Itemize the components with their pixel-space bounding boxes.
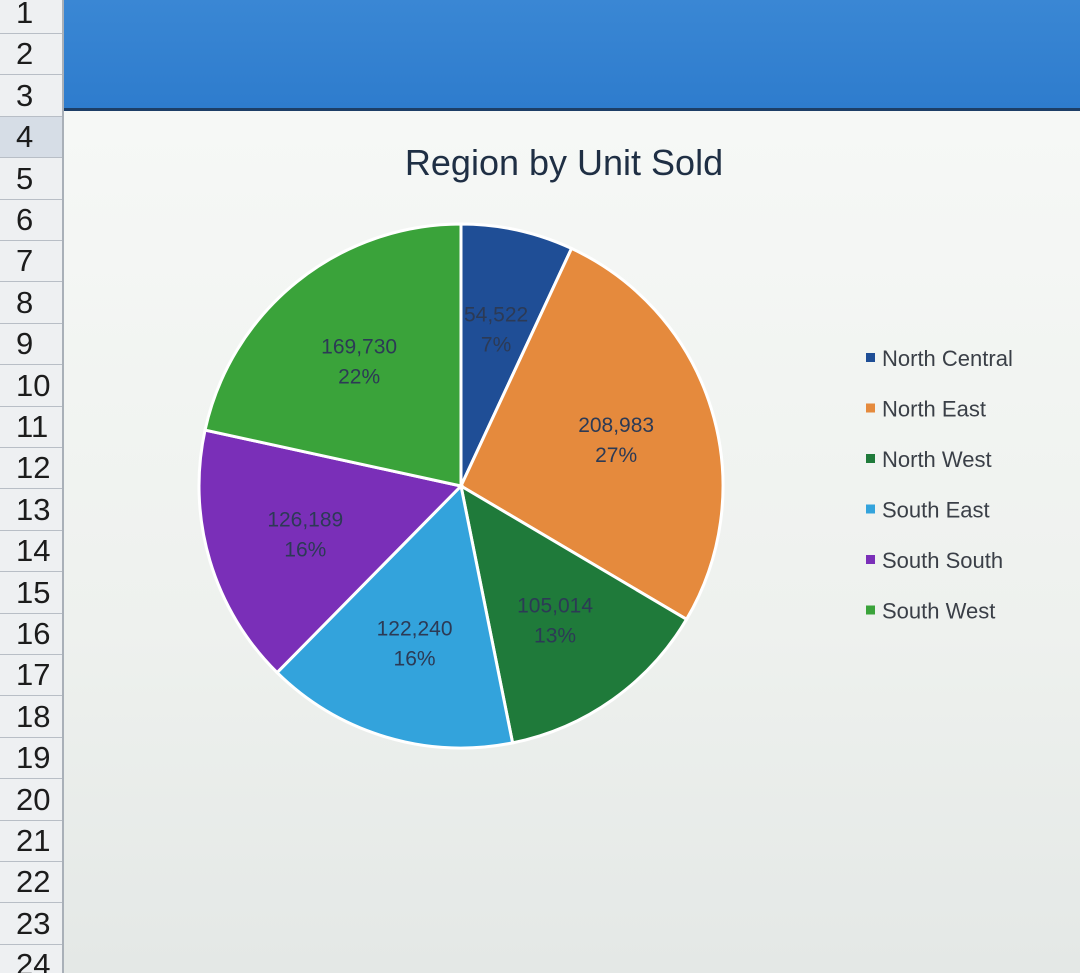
data-label-percent-north-west: 13% [534,624,576,647]
row-header-17[interactable]: 17 [0,655,62,697]
row-header-9[interactable]: 9 [0,324,62,366]
legend-label-north-central: North Central [882,346,1013,371]
row-header-23[interactable]: 23 [0,904,62,945]
pie-slice-south-east[interactable] [274,482,515,750]
row-header-6[interactable]: 6 [0,200,62,241]
row-header-16[interactable]: 16 [0,614,62,655]
data-label-value-north-central: 54,522 [464,303,528,326]
data-label-percent-south-east: 16% [394,648,436,671]
legend-marker-north-central [866,353,875,362]
legend-marker-north-east [866,403,875,413]
spreadsheet-header-band [64,0,1080,111]
legend-marker-north-west [866,454,875,463]
data-label-value-north-east: 208,983 [578,414,654,437]
row-header-8[interactable]: 8 [0,283,62,324]
data-label-value-south-west: 169,730 [321,335,397,358]
legend-marker-south-east [866,504,875,514]
legend-label-north-west: North West [882,447,992,472]
chart-legend: North Central North East North West South E… [866,346,1013,624]
pie-chart[interactable]: Region by Unit Sold 54,522 7% 208,983 27% 10… [64,111,1080,973]
row-header-18[interactable]: 18 [0,697,62,738]
row-header-3[interactable]: 3 [0,76,62,117]
row-header-5[interactable]: 5 [0,159,62,200]
row-header-column: 1 2 3 4 5 6 7 8 9 10 11 12 13 14 15 16 17 18 19 20 21 22 23 24 [0,0,64,973]
data-label-percent-south-south: 16% [284,538,326,561]
data-label-percent-north-east: 27% [595,444,637,467]
pie-slice-north-west[interactable] [458,482,689,745]
pie-slice-south-west[interactable] [203,222,463,488]
data-label-value-south-east: 122,240 [377,618,453,641]
row-header-7[interactable]: 7 [0,241,62,283]
data-label-value-north-west: 105,014 [517,594,593,617]
row-header-21[interactable]: 21 [0,821,62,862]
chart-title: Region by Unit Sold [405,142,723,183]
legend-label-south-east: South East [882,498,990,523]
row-header-10[interactable]: 10 [0,366,62,407]
row-header-11[interactable]: 11 [0,407,62,448]
pie-data-labels: 54,522 7% 208,983 27% 105,014 13% 122,240 16% 12… [267,303,654,670]
legend-label-north-east: North East [882,397,986,422]
data-label-percent-north-central: 7% [481,333,511,356]
pie-slices [197,222,725,750]
row-header-2[interactable]: 2 [0,34,62,76]
chart-area[interactable]: Region by Unit Sold 54,522 7% 208,983 27% 10… [64,111,1080,973]
row-header-15[interactable]: 15 [0,573,62,614]
row-header-14[interactable]: 14 [0,531,62,573]
data-label-value-south-south: 126,189 [267,508,343,531]
row-header-22[interactable]: 22 [0,862,62,904]
legend-marker-south-west [866,605,875,615]
row-header-19[interactable]: 19 [0,738,62,780]
row-header-4[interactable]: 4 [0,117,62,159]
row-header-13[interactable]: 13 [0,490,62,531]
legend-label-south-south: South South [882,548,1003,573]
legend-marker-south-south [866,555,875,564]
legend-label-south-west: South West [882,599,995,624]
row-header-12[interactable]: 12 [0,448,62,490]
data-label-percent-south-west: 22% [338,365,380,388]
row-header-24[interactable]: 24 [0,945,62,973]
row-header-20[interactable]: 20 [0,780,62,821]
pie-slice-north-central[interactable] [459,222,574,487]
pie-slice-north-east[interactable] [459,246,725,622]
row-header-1[interactable]: 1 [0,0,62,34]
pie-slice-south-south[interactable] [197,428,464,675]
